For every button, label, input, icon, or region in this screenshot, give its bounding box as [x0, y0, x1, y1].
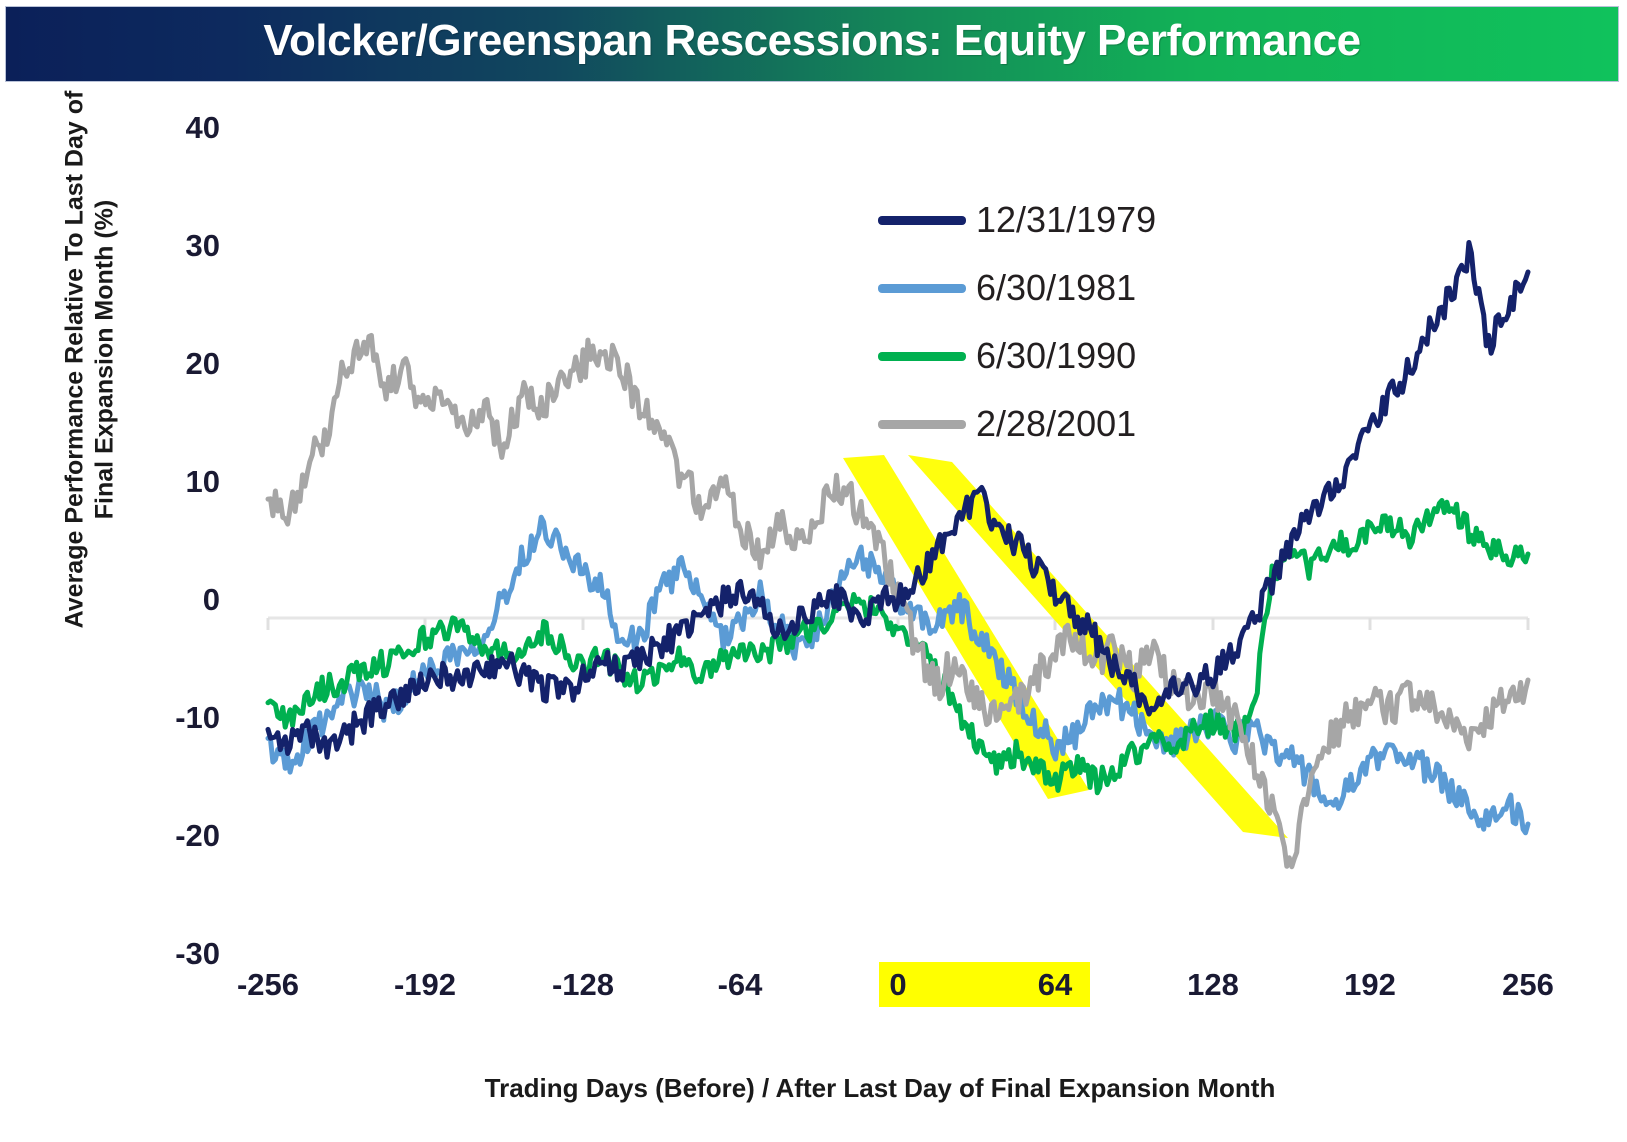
y-tick-neg30: -30 [175, 936, 220, 971]
page-title: Volcker/Greenspan Rescessions: Equity Pe… [263, 16, 1361, 65]
x-tick-neg192: -192 [393, 967, 457, 1002]
y-tick-neg20: -20 [175, 818, 220, 853]
title-bar: Volcker/Greenspan Rescessions: Equity Pe… [5, 6, 1619, 82]
legend-item-1979[interactable]: 12/31/1979 [878, 186, 1208, 254]
y-tick-40: 40 [185, 110, 220, 145]
legend-label-2001: 2/28/2001 [976, 403, 1137, 444]
x-tick-256: 256 [1502, 967, 1554, 1002]
x-tick-neg256: -256 [236, 967, 300, 1002]
series-line-2-28-2001 [265, 332, 1531, 870]
series-line-6-30-1990 [265, 498, 1531, 796]
y-tick-20: 20 [185, 346, 220, 381]
x-tick-neg128: -128 [551, 967, 615, 1002]
x-tick-192: 192 [1344, 967, 1396, 1002]
y-tick-10: 10 [185, 464, 220, 499]
y-tick-neg10: -10 [175, 700, 220, 735]
series-line-12-31-1979 [265, 240, 1531, 760]
y-tick-30: 30 [185, 228, 220, 263]
legend-swatch-1990 [878, 351, 966, 361]
x-tick-64: 64 [1037, 967, 1073, 1002]
y-tick-0: 0 [202, 582, 220, 617]
legend-label-1990: 6/30/1990 [976, 335, 1137, 376]
legend-item-2001[interactable]: 2/28/2001 [878, 390, 1208, 458]
x-tick-0: 0 [889, 967, 907, 1002]
x-axis-range-highlight [879, 962, 1090, 1007]
x-tick-neg64: -64 [717, 967, 763, 1002]
legend-item-1981[interactable]: 6/30/1981 [878, 254, 1208, 322]
legend-swatch-2001 [878, 419, 966, 429]
x-axis-title: Trading Days (Before) / After Last Day o… [484, 1073, 1276, 1103]
series-layer [265, 240, 1531, 870]
legend-label-1981: 6/30/1981 [976, 267, 1137, 308]
legend-label-1979: 12/31/1979 [976, 199, 1157, 240]
zero-line-group [266, 616, 1530, 630]
legend-swatch-1981 [878, 283, 966, 293]
legend-item-1990[interactable]: 6/30/1990 [878, 322, 1208, 390]
legend-swatch-1979 [878, 215, 966, 225]
upper-trend-highlight [843, 455, 1089, 799]
x-tick-128: 128 [1187, 967, 1239, 1002]
chart-legend: 12/31/1979 6/30/1981 6/30/1990 2/28/2001 [878, 186, 1208, 458]
